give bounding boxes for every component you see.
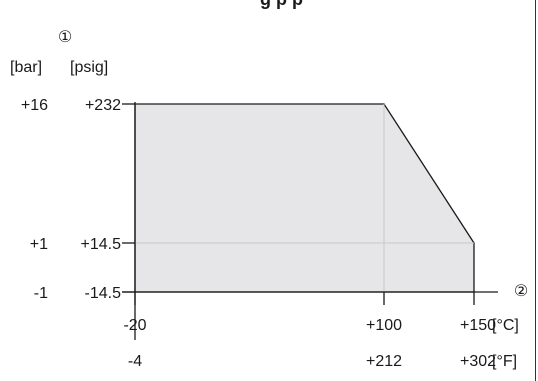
x-tick-label-fahrenheit-0: -4 — [128, 353, 142, 370]
y-tick-label-psig-2: -14.5 — [85, 285, 122, 302]
header-fragment: g p p — [260, 0, 303, 10]
y-unit-psig: [psig] — [70, 59, 108, 76]
x-tick-label-fahrenheit-2: +302 — [460, 353, 496, 370]
y-unit-bar: [bar] — [10, 59, 42, 76]
gridlines — [135, 104, 474, 292]
temperature-marker: ② — [514, 283, 528, 300]
y-tick-label-bar-0: +16 — [21, 97, 48, 114]
pressure-marker: ① — [58, 29, 72, 46]
y-tick-label-bar-2: -1 — [34, 285, 48, 302]
x-tick-label-celsius-0: -20 — [123, 317, 146, 334]
x-unit-celsius: [°C] — [492, 317, 519, 334]
y-tick-label-psig-1: +14.5 — [81, 236, 122, 253]
tick-marks — [122, 103, 475, 305]
y-tick-labels: +16 +232 +1 +14.5 -1 -14.5 — [21, 97, 121, 302]
operating-envelope — [134, 103, 475, 293]
x-tick-label-celsius-2: +150 — [460, 317, 496, 334]
x-tick-label-celsius-1: +100 — [366, 317, 402, 334]
y-tick-label-psig-0: +232 — [85, 97, 121, 114]
x-tick-label-fahrenheit-1: +212 — [366, 353, 402, 370]
y-tick-label-bar-1: +1 — [30, 236, 48, 253]
x-tick-labels: -20 -4 +100 +212 +150 +302 — [123, 317, 496, 370]
x-unit-fahrenheit: [°F] — [492, 353, 517, 370]
frame-border — [535, 0, 536, 381]
